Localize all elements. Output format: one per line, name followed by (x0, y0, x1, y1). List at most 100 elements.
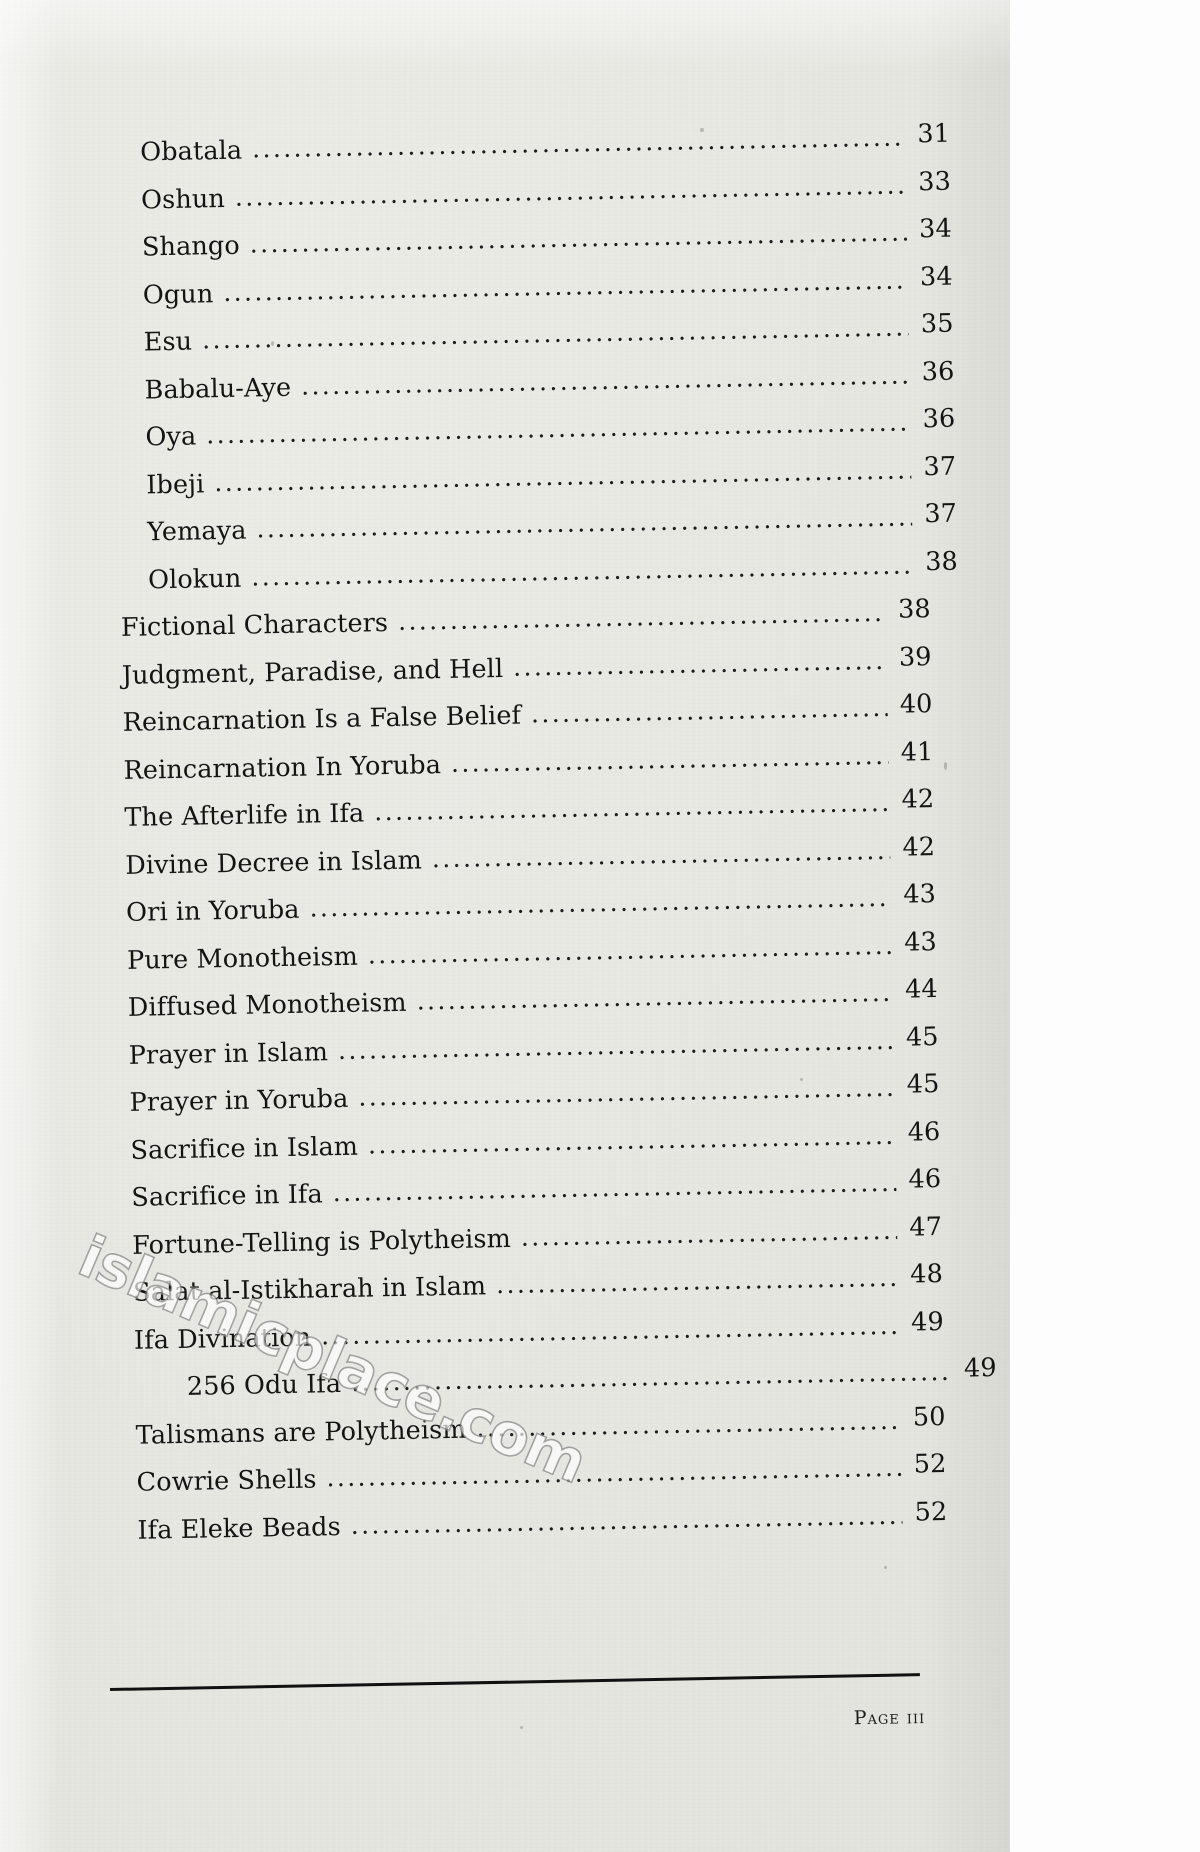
toc-entry-page-number: 50 (912, 1401, 946, 1433)
toc-entry[interactable]: Shango..................................… (114, 214, 952, 263)
scan-speck (800, 1078, 803, 1081)
toc-entry-title: Oya (145, 421, 197, 453)
scan-speck (884, 1566, 887, 1569)
toc-entry-page-number: 34 (919, 261, 953, 292)
table-of-contents-list: Obatala.................................… (112, 118, 997, 1565)
toc-entry[interactable]: Oshun...................................… (113, 166, 951, 215)
toc-leader-dots: ........................................… (495, 1264, 899, 1298)
toc-entry[interactable]: Pure Monotheism.........................… (127, 926, 938, 976)
toc-entry-page-number: 40 (899, 689, 933, 720)
toc-leader-dots: ........................................… (367, 1122, 896, 1157)
scanned-book-page: Obatala.................................… (0, 0, 1010, 1852)
toc-entry-title: Sacrifice in Ifa (131, 1179, 324, 1213)
toc-leader-dots: ........................................… (214, 456, 912, 495)
toc-entry[interactable]: Ibeji...................................… (118, 451, 957, 500)
toc-entry-title: Obatala (139, 135, 243, 168)
toc-leader-dots: ........................................… (374, 789, 890, 825)
toc-entry[interactable]: Reincarnation In Yoruba.................… (123, 737, 933, 786)
toc-entry[interactable]: Ori in Yoruba...........................… (125, 879, 937, 928)
toc-entry-title: Fortune-Telling is Polytheism (131, 1223, 512, 1261)
toc-entry[interactable]: Diffused Monotheism.....................… (128, 974, 938, 1023)
toc-leader-dots: ........................................… (320, 1312, 900, 1348)
toc-entry-page-number: 52 (914, 1496, 948, 1528)
toc-leader-dots: ........................................… (350, 1358, 952, 1395)
toc-entry[interactable]: The Afterlife in Ifa....................… (124, 784, 935, 833)
toc-leader-dots: ........................................… (530, 694, 888, 727)
toc-entry[interactable]: Divine Decree in Islam..................… (125, 831, 936, 881)
toc-entry-title: Ori in Yoruba (125, 894, 300, 928)
toc-entry[interactable]: Babalu-Aye..............................… (116, 356, 954, 405)
scan-speck (944, 762, 947, 770)
toc-entry-title: Divine Decree in Islam (125, 844, 423, 881)
page-outside-area (1010, 0, 1200, 1852)
toc-leader-dots: ........................................… (309, 884, 892, 921)
toc-leader-dots: ........................................… (249, 219, 908, 257)
toc-entry-title: Reincarnation Is a False Belief (122, 700, 522, 738)
toc-entry-title: Esu (143, 326, 193, 358)
toc-leader-dots: ........................................… (397, 599, 887, 634)
toc-entry-title: Prayer in Yoruba (129, 1083, 349, 1118)
toc-entry[interactable]: Talismans are Polytheism................… (135, 1401, 946, 1451)
toc-entry-page-number: 42 (902, 831, 936, 863)
toc-leader-dots: ........................................… (223, 266, 908, 305)
toc-entry-page-number: 49 (963, 1352, 997, 1384)
toc-entry[interactable]: Ifa Eleke Beads.........................… (137, 1496, 948, 1546)
toc-entry[interactable]: Fortune-Telling is Polytheism...........… (131, 1211, 943, 1261)
toc-entry-title: Reincarnation In Yoruba (123, 749, 442, 786)
toc-leader-dots: ........................................… (358, 1074, 895, 1110)
toc-leader-dots: ........................................… (450, 742, 889, 776)
toc-entry[interactable]: Sacrifice in Ifa........................… (131, 1163, 942, 1213)
toc-entry-page-number: 44 (904, 974, 938, 1005)
toc-entry-page-number: 47 (909, 1211, 943, 1243)
toc-entry-title: Shango (141, 230, 241, 263)
toc-entry-page-number: 31 (917, 118, 951, 150)
toc-entry-page-number: 48 (909, 1258, 944, 1290)
toc-entry[interactable]: Cowrie Shells...........................… (136, 1448, 947, 1498)
toc-entry-page-number: 37 (924, 498, 958, 530)
toc-entry[interactable]: Oya.....................................… (117, 404, 955, 453)
toc-entry-page-number: 46 (908, 1163, 942, 1195)
toc-entry-title: Ifa Divination (133, 1322, 312, 1356)
toc-entry[interactable]: Reincarnation Is a False Belief.........… (122, 689, 933, 738)
toc-entry-page-number: 43 (903, 879, 937, 910)
toc-entry[interactable]: Prayer in Yoruba........................… (129, 1068, 940, 1118)
toc-entry[interactable]: Olokun..................................… (120, 546, 959, 595)
toc-entry-title: Olokun (147, 563, 242, 595)
toc-entry[interactable]: Salat al-Istikharah in Islam............… (133, 1258, 944, 1308)
toc-entry-page-number: 38 (924, 546, 959, 577)
toc-entry-title: Talismans are Polytheism (135, 1414, 467, 1451)
toc-entry[interactable]: Ifa Divination..........................… (133, 1306, 945, 1356)
toc-entry[interactable]: Prayer in Islam.........................… (128, 1022, 939, 1071)
toc-entry-title: The Afterlife in Ifa (124, 798, 365, 833)
toc-leader-dots: ........................................… (300, 361, 910, 399)
toc-entry-page-number: 37 (923, 451, 957, 482)
toc-entry[interactable]: Sacrifice in Islam......................… (130, 1116, 940, 1165)
toc-entry[interactable]: Yemaya..................................… (119, 498, 958, 548)
toc-leader-dots: ........................................… (337, 1027, 894, 1063)
toc-entry-page-number: 42 (901, 784, 935, 815)
toc-leader-dots: ........................................… (512, 647, 887, 680)
toc-entry[interactable]: Judgment, Paradise, and Hell............… (122, 642, 932, 691)
toc-entry-title: Ifa Eleke Beads (137, 1511, 342, 1546)
toc-leader-dots: ........................................… (431, 837, 891, 871)
toc-leader-dots: ........................................… (367, 932, 893, 967)
toc-entry-page-number: 35 (920, 308, 954, 340)
toc-entry[interactable]: Obatala.................................… (112, 118, 951, 168)
toc-entry-page-number: 52 (913, 1448, 947, 1480)
toc-entry[interactable]: 256 Odu Ifa.............................… (135, 1352, 997, 1402)
toc-leader-dots: ........................................… (332, 1169, 897, 1206)
toc-entry[interactable]: Esu.....................................… (115, 308, 954, 358)
toc-leader-dots: ........................................… (206, 409, 911, 448)
toc-entry-page-number: 43 (903, 926, 938, 958)
toc-entry-title: Fictional Characters (120, 608, 389, 643)
toc-entry-title: 256 Odu Ifa (186, 1369, 342, 1402)
toc-entry-title: Prayer in Islam (128, 1036, 329, 1071)
toc-leader-dots: ........................................… (201, 314, 909, 353)
toc-leader-dots: ........................................… (251, 551, 914, 590)
toc-entry-page-number: 38 (897, 594, 932, 625)
toc-entry-page-number: 49 (910, 1306, 945, 1338)
toc-entry-page-number: 45 (906, 1068, 940, 1100)
toc-entry[interactable]: Ogun....................................… (115, 261, 953, 310)
toc-entry-title: Yemaya (146, 515, 247, 548)
toc-entry[interactable]: Fictional Characters....................… (120, 594, 932, 643)
